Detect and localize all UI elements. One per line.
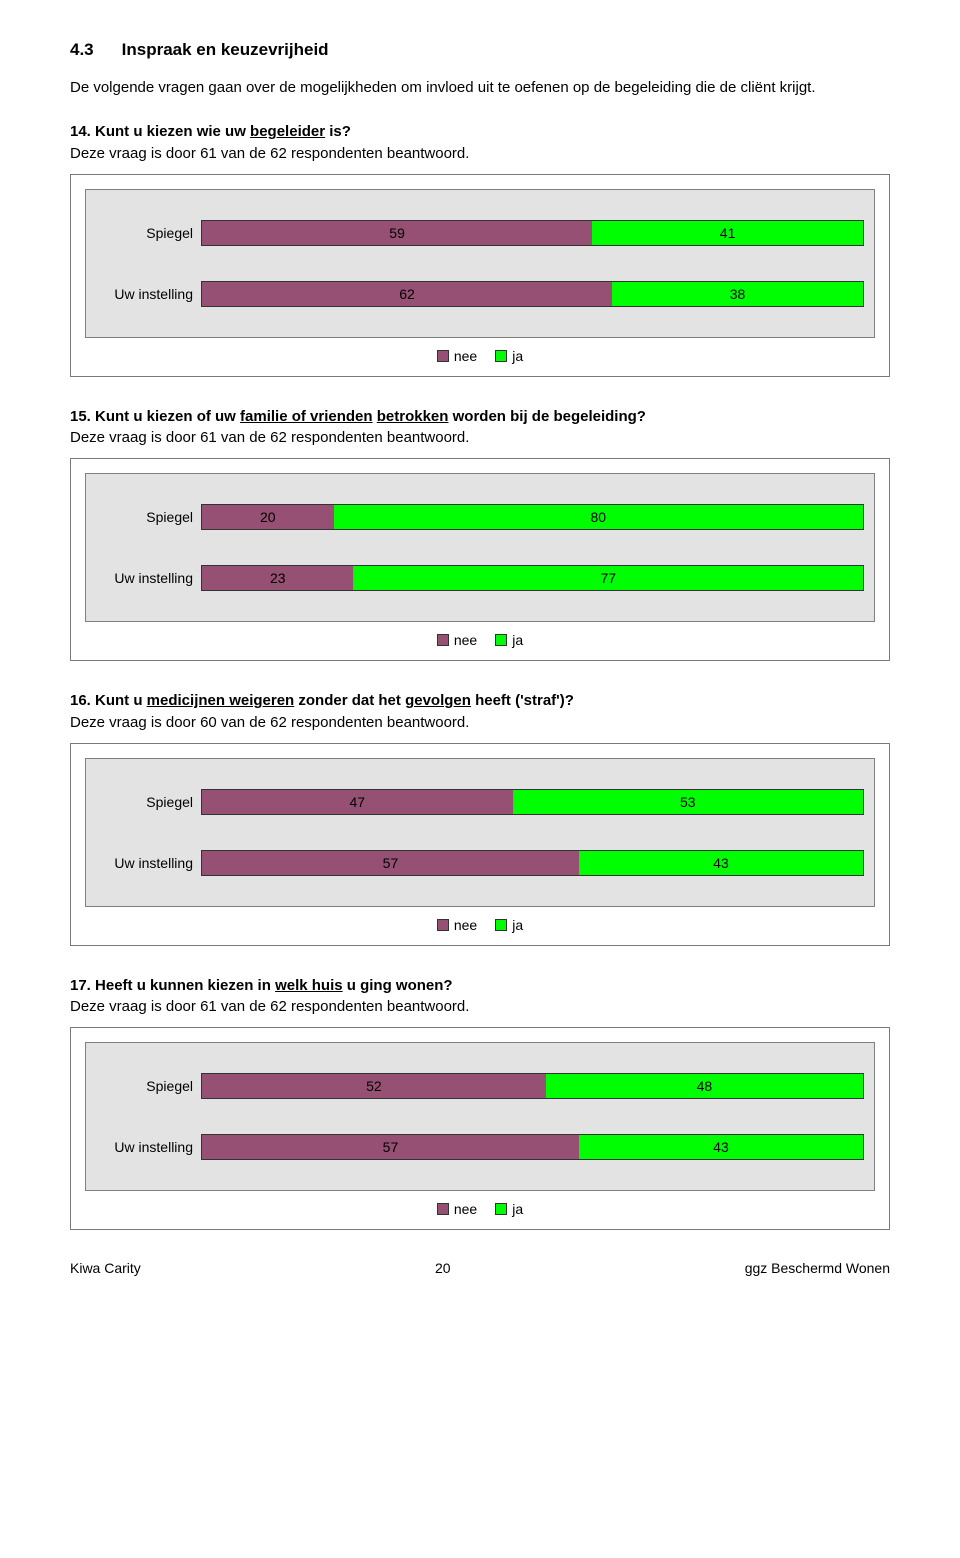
bar-row: Uw instelling5743 bbox=[86, 1129, 874, 1165]
legend-item-nee: nee bbox=[437, 1201, 477, 1217]
response-note: Deze vraag is door 61 van de 62 responde… bbox=[70, 997, 890, 1017]
bar-track: 5743 bbox=[201, 850, 864, 876]
bar-track: 5941 bbox=[201, 220, 864, 246]
bar-segment-nee: 57 bbox=[201, 1134, 579, 1160]
legend-label-ja: ja bbox=[512, 632, 523, 648]
bar-segment-ja: 48 bbox=[546, 1073, 864, 1099]
swatch-ja bbox=[495, 634, 507, 646]
bar-label: Uw instelling bbox=[86, 286, 201, 302]
question-text: 14. Kunt u kiezen wie uw begeleider is? bbox=[70, 122, 890, 142]
bar-segment-nee: 59 bbox=[201, 220, 592, 246]
intro-text: De volgende vragen gaan over de mogelijk… bbox=[70, 78, 890, 98]
bar-row: Spiegel2080 bbox=[86, 499, 874, 535]
legend-label-nee: nee bbox=[454, 917, 477, 933]
footer-left: Kiwa Carity bbox=[70, 1260, 141, 1276]
bars-area: Spiegel4753 Uw instelling5743 bbox=[85, 758, 875, 907]
bars-area: Spiegel5248 Uw instelling5743 bbox=[85, 1042, 875, 1191]
underlined-term: betrokken bbox=[377, 408, 449, 425]
bar-track: 2080 bbox=[201, 504, 864, 530]
legend-item-ja: ja bbox=[495, 1201, 523, 1217]
bar-track: 5743 bbox=[201, 1134, 864, 1160]
chart-box: Spiegel4753 Uw instelling5743 nee ja bbox=[70, 743, 890, 946]
legend-label-ja: ja bbox=[512, 1201, 523, 1217]
bar-segment-nee: 23 bbox=[201, 565, 353, 591]
bar-track: 5248 bbox=[201, 1073, 864, 1099]
legend-label-ja: ja bbox=[512, 348, 523, 364]
response-note: Deze vraag is door 61 van de 62 responde… bbox=[70, 428, 890, 448]
underlined-term: gevolgen bbox=[405, 692, 471, 709]
section-number: 4.3 bbox=[70, 40, 94, 60]
underlined-term: welk huis bbox=[275, 977, 343, 994]
bar-label: Spiegel bbox=[86, 1078, 201, 1094]
legend-item-nee: nee bbox=[437, 917, 477, 933]
bar-row: Spiegel5248 bbox=[86, 1068, 874, 1104]
legend-item-nee: nee bbox=[437, 348, 477, 364]
section-title-text: Inspraak en keuzevrijheid bbox=[122, 40, 329, 59]
swatch-ja bbox=[495, 1203, 507, 1215]
swatch-nee bbox=[437, 350, 449, 362]
bar-segment-ja: 41 bbox=[592, 220, 864, 246]
page-footer: Kiwa Carity 20 ggz Beschermd Wonen bbox=[70, 1260, 890, 1276]
bar-segment-ja: 43 bbox=[579, 850, 864, 876]
bars-area: Spiegel5941 Uw instelling6238 bbox=[85, 189, 875, 338]
swatch-nee bbox=[437, 634, 449, 646]
swatch-nee bbox=[437, 919, 449, 931]
chart-legend: nee ja bbox=[85, 1191, 875, 1219]
bar-segment-nee: 57 bbox=[201, 850, 579, 876]
bar-row: Spiegel5941 bbox=[86, 215, 874, 251]
chart-box: Spiegel5248 Uw instelling5743 nee ja bbox=[70, 1027, 890, 1230]
bar-row: Uw instelling2377 bbox=[86, 560, 874, 596]
footer-right: ggz Beschermd Wonen bbox=[745, 1260, 890, 1276]
chart-box: Spiegel2080 Uw instelling2377 nee ja bbox=[70, 458, 890, 661]
bar-track: 4753 bbox=[201, 789, 864, 815]
legend-label-nee: nee bbox=[454, 1201, 477, 1217]
bar-row: Uw instelling5743 bbox=[86, 845, 874, 881]
chart-legend: nee ja bbox=[85, 338, 875, 366]
bar-label: Uw instelling bbox=[86, 855, 201, 871]
bar-segment-nee: 62 bbox=[201, 281, 612, 307]
bar-segment-ja: 80 bbox=[334, 504, 864, 530]
bar-segment-ja: 53 bbox=[513, 789, 864, 815]
bar-segment-ja: 43 bbox=[579, 1134, 864, 1160]
question-text: 15. Kunt u kiezen of uw familie of vrien… bbox=[70, 407, 890, 427]
response-note: Deze vraag is door 60 van de 62 responde… bbox=[70, 713, 890, 733]
question-text: 16. Kunt u medicijnen weigeren zonder da… bbox=[70, 691, 890, 711]
bar-track: 2377 bbox=[201, 565, 864, 591]
legend-label-nee: nee bbox=[454, 348, 477, 364]
underlined-term: familie of vrienden bbox=[240, 408, 373, 425]
chart-legend: nee ja bbox=[85, 907, 875, 935]
section-title: 4.3 Inspraak en keuzevrijheid bbox=[70, 40, 890, 60]
bar-label: Spiegel bbox=[86, 794, 201, 810]
bar-row: Uw instelling6238 bbox=[86, 276, 874, 312]
chart-legend: nee ja bbox=[85, 622, 875, 650]
bar-segment-nee: 47 bbox=[201, 789, 513, 815]
bar-label: Spiegel bbox=[86, 509, 201, 525]
legend-item-nee: nee bbox=[437, 632, 477, 648]
swatch-nee bbox=[437, 1203, 449, 1215]
underlined-term: medicijnen weigeren bbox=[147, 692, 295, 709]
bar-label: Uw instelling bbox=[86, 1139, 201, 1155]
legend-item-ja: ja bbox=[495, 632, 523, 648]
bar-label: Uw instelling bbox=[86, 570, 201, 586]
underlined-term: begeleider bbox=[250, 123, 325, 140]
bar-segment-ja: 77 bbox=[353, 565, 864, 591]
bar-segment-nee: 20 bbox=[201, 504, 334, 530]
footer-center: 20 bbox=[435, 1260, 451, 1276]
bar-label: Spiegel bbox=[86, 225, 201, 241]
response-note: Deze vraag is door 61 van de 62 responde… bbox=[70, 144, 890, 164]
legend-item-ja: ja bbox=[495, 348, 523, 364]
bar-track: 6238 bbox=[201, 281, 864, 307]
legend-label-nee: nee bbox=[454, 632, 477, 648]
bar-segment-ja: 38 bbox=[612, 281, 864, 307]
question-text: 17. Heeft u kunnen kiezen in welk huis u… bbox=[70, 976, 890, 996]
legend-item-ja: ja bbox=[495, 917, 523, 933]
bar-segment-nee: 52 bbox=[201, 1073, 546, 1099]
legend-label-ja: ja bbox=[512, 917, 523, 933]
bars-area: Spiegel2080 Uw instelling2377 bbox=[85, 473, 875, 622]
chart-box: Spiegel5941 Uw instelling6238 nee ja bbox=[70, 174, 890, 377]
swatch-ja bbox=[495, 350, 507, 362]
swatch-ja bbox=[495, 919, 507, 931]
bar-row: Spiegel4753 bbox=[86, 784, 874, 820]
